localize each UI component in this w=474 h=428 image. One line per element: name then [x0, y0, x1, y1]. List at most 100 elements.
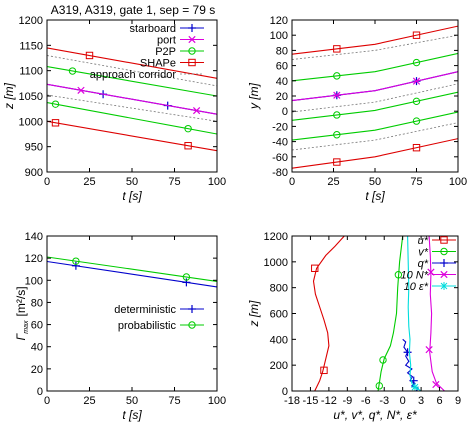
x-tick-label: 75 — [168, 176, 180, 188]
data-point — [77, 86, 85, 94]
series-line-probabilistic — [47, 256, 217, 282]
data-point — [412, 143, 421, 152]
data-point — [375, 382, 384, 390]
plot-area — [47, 256, 217, 288]
data-point — [403, 348, 412, 357]
series-line-shape — [47, 120, 217, 152]
data-point — [184, 124, 192, 133]
legend-marker — [440, 247, 448, 256]
x-tick-label: -15 — [302, 395, 318, 407]
data-point — [51, 100, 60, 108]
y-tick-label: 0 — [282, 386, 288, 398]
legend-label: u* — [418, 235, 429, 247]
y-tick-label: 1150 — [19, 40, 43, 52]
y-tick-label: 20 — [31, 364, 43, 376]
series-line-v- — [377, 236, 404, 391]
legend-label: P2P — [155, 46, 176, 58]
x-tick-label: -18 — [284, 395, 300, 407]
series-line-10-n- — [428, 236, 445, 391]
y-axis-label: Γmax[m²/s] — [14, 286, 30, 340]
legend-label: v* — [418, 247, 429, 259]
legend-label: port — [157, 35, 176, 47]
legend-label: approach corridor — [90, 69, 177, 81]
data-point — [425, 346, 433, 354]
plot-area — [311, 236, 445, 391]
legend-marker — [440, 282, 448, 290]
y-tick-label: -20 — [272, 121, 288, 133]
data-point — [432, 380, 440, 389]
series-line-3 — [292, 71, 458, 102]
y-tick-label: 120 — [25, 253, 43, 265]
plot-frame — [291, 19, 459, 173]
series-line-approach-corridor — [47, 55, 217, 87]
legend-label: probabilistic — [118, 320, 177, 332]
data-point — [412, 58, 421, 67]
x-tick-label: -6 — [361, 395, 371, 407]
x-tick-label: 75 — [410, 176, 422, 188]
data-point — [394, 271, 403, 279]
data-point — [192, 107, 201, 115]
data-point — [333, 131, 341, 139]
x-tick-label: 9 — [455, 395, 461, 407]
data-point — [182, 273, 191, 281]
y-tick-label: 0 — [37, 386, 43, 398]
series-line-7 — [47, 94, 217, 122]
data-point — [311, 264, 319, 272]
y-tick-label: 1000 — [19, 116, 43, 128]
x-tick-label: 25 — [83, 395, 95, 407]
y-axis-label: y [m] — [247, 82, 261, 110]
x-tick-label: 0 — [289, 176, 295, 188]
y-tick-label: 1200 — [19, 15, 43, 27]
y-axis-label: z [m] — [2, 82, 16, 110]
y-tick-label: 200 — [270, 360, 288, 372]
data-point — [412, 97, 421, 106]
legend-marker — [188, 35, 196, 44]
x-axis-label: t [s] — [365, 189, 385, 203]
data-point — [379, 356, 387, 364]
data-point — [333, 111, 341, 119]
series-line-2 — [292, 71, 458, 102]
y-tick-label: 40 — [276, 76, 288, 88]
data-point — [85, 51, 94, 60]
x-axis-label: t [s] — [122, 408, 142, 422]
legend-marker — [188, 321, 196, 329]
x-tick-label: -9 — [342, 395, 352, 407]
x-tick-label: 100 — [449, 176, 467, 188]
y-tick-label: -40 — [272, 137, 288, 149]
plot-area — [47, 47, 217, 152]
x-tick-label: 3 — [418, 395, 424, 407]
legend-label: starboard — [130, 23, 176, 35]
x-axis-label: u*, v*, q*, N*, ε* — [333, 408, 417, 422]
y-tick-label: 100 — [270, 30, 288, 42]
y-tick-label: 120 — [270, 15, 288, 27]
y-tick-label: 1100 — [19, 66, 43, 78]
data-point — [68, 67, 77, 75]
y-tick-label: 1200 — [264, 231, 288, 243]
legend-marker — [188, 24, 196, 32]
y-tick-label: 1050 — [19, 91, 43, 103]
x-tick-label: -12 — [321, 395, 337, 407]
legend-marker — [440, 259, 448, 267]
series-line-5 — [47, 47, 217, 79]
x-tick-label: 0 — [400, 395, 406, 407]
series-line-5 — [292, 111, 458, 141]
data-point — [333, 45, 341, 53]
series-line-u- — [312, 236, 345, 391]
x-tick-label: 50 — [369, 176, 381, 188]
y-tick-label: 80 — [31, 297, 43, 309]
y-tick-label: 1000 — [264, 257, 288, 269]
y-axis-label: z [m] — [247, 300, 261, 328]
data-point — [184, 142, 192, 150]
chart-bottom-left: 0 25 50 75 100 0 20 40 60 80 100 120 140 t [s] Γmax[m²… — [14, 231, 226, 422]
y-tick-label: 100 — [25, 275, 43, 287]
data-point — [333, 72, 341, 80]
data-point — [333, 158, 341, 166]
legend-label: SHAPe — [140, 58, 176, 70]
y-tick-label: 20 — [276, 91, 288, 103]
data-point — [71, 261, 80, 270]
series-line-6 — [292, 138, 458, 169]
chart-top-left: 0 25 50 75 100 900 950 1000 1050 1100 1150 1200 t [s… — [2, 15, 226, 203]
y-tick-label: 0 — [282, 106, 288, 118]
series-line-7 — [292, 34, 458, 60]
